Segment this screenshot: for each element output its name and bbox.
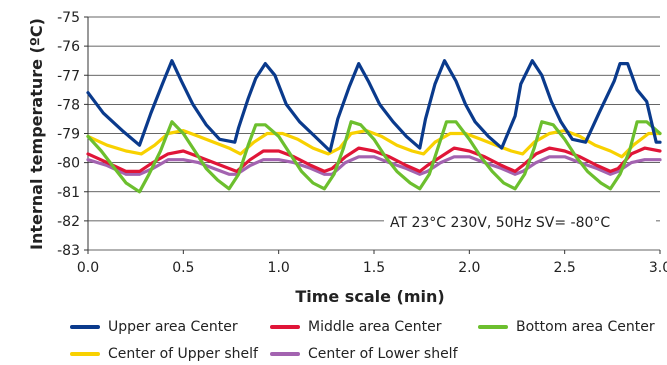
x-axis-title: Time scale (min) [295,287,444,306]
legend-swatch [270,352,300,356]
legend-middle-area-center: Middle area Center [270,319,442,335]
legend-center-of-lower-shelf: Center of Lower shelf [270,346,458,362]
y-tick-label: -81 [57,185,80,201]
legend-swatch [270,325,300,329]
legend-center-of-upper-shelf: Center of Upper shelf [70,346,258,362]
y-tick-label: -78 [57,97,80,113]
legend-label: Upper area Center [108,319,238,335]
legend-label: Center of Lower shelf [308,346,458,362]
y-tick-label: -83 [57,243,80,259]
legend-swatch [478,325,508,329]
legend-swatch [70,325,100,329]
legend-upper-area-center: Upper area Center [70,319,238,335]
y-tick-label: -82 [57,214,80,230]
series-line-upper-area-center [86,59,662,153]
y-tick-label: -80 [57,156,80,172]
x-tick-label: 2.5 [554,260,576,276]
x-tick-label: 1.0 [268,260,290,276]
y-tick-label: -76 [57,39,80,55]
legend-bottom-area-center: Bottom area Center [478,319,655,335]
x-tick-label: 3.0 [649,260,667,276]
series-line-bottom-area-center [86,120,662,194]
y-tick-label: -79 [57,127,80,143]
x-tick-label: 2.0 [458,260,480,276]
chart-annotation: AT 23°C 230V, 50Hz SV= -80°C [390,215,610,231]
x-tick-label: 1.5 [363,260,385,276]
x-tick-label: 0.5 [172,260,194,276]
legend-label: Bottom area Center [516,319,655,335]
annotation-background [384,213,656,233]
y-tick-label: -75 [57,10,80,26]
y-axis-title: Internal temperature (ºC) [27,18,46,250]
legend-label: Center of Upper shelf [108,346,258,362]
y-tick-label: -77 [57,68,80,84]
series-line-center-of-lower-shelf [86,155,662,176]
legend-label: Middle area Center [308,319,442,335]
legend-swatch [70,352,100,356]
x-tick-label: 0.0 [77,260,99,276]
